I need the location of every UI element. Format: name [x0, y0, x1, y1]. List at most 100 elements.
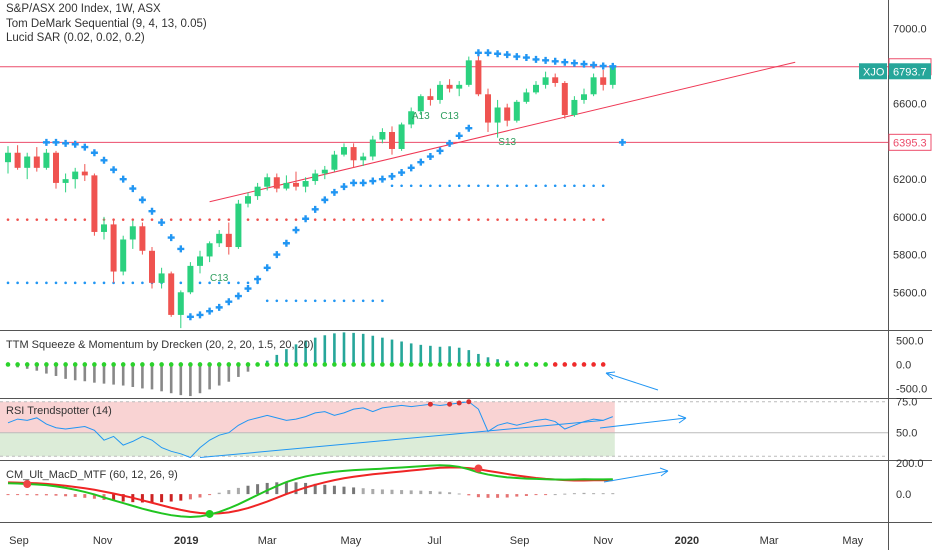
last-price-label: 6793.7 — [893, 66, 927, 78]
macd-histogram-bar — [208, 494, 212, 496]
dotted-level-point — [54, 281, 58, 285]
ttm-momentum-bar — [448, 346, 451, 365]
ttm-squeeze-dot — [188, 362, 193, 367]
macd-histogram-bar — [323, 484, 327, 495]
ttm-momentum-bar — [150, 364, 154, 390]
dotted-level-point — [400, 218, 403, 221]
dotted-level-point — [179, 281, 183, 285]
ttm-momentum-bar — [304, 340, 307, 365]
sar-cross — [522, 54, 530, 62]
sar-cross — [426, 153, 434, 161]
sar-cross — [388, 172, 396, 180]
macd-histogram-bar — [294, 482, 298, 495]
price-tick-label: 6200.0 — [893, 174, 927, 186]
dotted-level-point — [294, 218, 298, 221]
ttm-squeeze-dot — [44, 362, 49, 367]
sequential-annotation: C13 — [210, 273, 229, 284]
sar-cross — [503, 51, 511, 59]
ttm-momentum-bar — [73, 364, 77, 381]
sar-cross — [42, 138, 50, 146]
macd-histogram-bar — [188, 494, 192, 500]
dotted-level-point — [16, 281, 19, 285]
dotted-level-point — [102, 281, 106, 285]
ttm-squeeze-dot — [476, 362, 481, 367]
ttm-squeeze-dot — [504, 362, 510, 367]
time-tick-label: May — [842, 535, 863, 547]
legend-sequential[interactable]: Tom DeMark Sequential (9, 4, 13, 0.05) — [6, 17, 207, 30]
time-tick-label: Mar — [760, 535, 779, 547]
macd-histogram-bar — [92, 494, 96, 499]
ttm-momentum-bar — [189, 364, 192, 397]
sar-cross — [90, 149, 98, 157]
macd-histogram-bar — [544, 494, 548, 496]
candle-down — [110, 224, 117, 272]
candle-up — [62, 179, 69, 183]
ttm-squeeze-dot — [591, 362, 596, 367]
legend-symbol[interactable]: S&P/ASX 200 Index, 1W, ASX — [6, 3, 161, 15]
dotted-level-point — [208, 281, 211, 285]
dotted-level-point — [217, 218, 221, 221]
macd-histogram-bar — [496, 494, 500, 498]
ttm-tick-label: -500.0 — [896, 383, 927, 395]
macd-histogram-bar — [486, 494, 490, 498]
candle-down — [81, 171, 88, 176]
candle-up — [571, 99, 578, 116]
dotted-level-point — [73, 218, 77, 221]
ttm-momentum-bar — [285, 349, 288, 365]
ttm-squeeze-dot — [380, 362, 385, 367]
sar-cross — [196, 311, 204, 319]
dotted-level-point — [208, 218, 211, 221]
sar-cross — [167, 234, 175, 242]
dotted-level-point — [227, 281, 231, 285]
ttm-momentum-bar — [361, 333, 365, 365]
sar-cross — [81, 143, 89, 151]
macd-histogram-bar — [467, 494, 471, 496]
time-tick-label: Sep — [510, 535, 530, 547]
macd-histogram-bar — [217, 492, 221, 495]
dotted-level-point — [83, 281, 87, 285]
dotted-level-point — [285, 218, 288, 221]
sar-cross — [330, 188, 338, 196]
dotted-level-point — [496, 218, 499, 221]
legend-sar[interactable]: Lucid SAR (0.02, 0.02, 0.2) — [6, 32, 145, 44]
dotted-level-point — [573, 184, 576, 188]
rsi-trendline — [199, 419, 604, 459]
candle-down — [139, 226, 146, 251]
ttm-momentum-bar — [381, 337, 384, 365]
time-tick-label: May — [340, 535, 361, 547]
sar-cross — [206, 307, 214, 315]
sar-cross — [302, 215, 310, 223]
chart-legend: S&P/ASX 200 Index, 1W, ASX Tom DeMark Se… — [6, 2, 207, 46]
rsi-overbought-marker — [447, 401, 453, 407]
dotted-level-point — [265, 218, 269, 221]
sar-cross — [282, 239, 290, 247]
candle-down — [350, 147, 357, 161]
ttm-momentum-bar — [333, 333, 336, 365]
ttm-squeeze-dot — [341, 362, 347, 367]
candle-up — [312, 173, 319, 182]
dotted-level-point — [553, 218, 557, 221]
candle-down — [427, 96, 434, 100]
macd-tick-label: 0.0 — [896, 489, 911, 501]
sar-cross — [129, 185, 137, 193]
candle-up — [590, 77, 597, 95]
candle-up — [369, 139, 376, 157]
rsi-oversold-band — [0, 432, 615, 457]
rsi-annotation-arrow — [599, 414, 687, 429]
macd-histogram-bar — [592, 493, 596, 495]
dotted-level-point — [227, 218, 231, 221]
dotted-level-point — [83, 218, 87, 221]
dotted-level-point — [467, 218, 471, 221]
rsi-overbought-band — [0, 401, 615, 433]
dotted-level-point — [352, 299, 355, 303]
ttm-squeeze-dot — [533, 362, 539, 367]
candle-up — [206, 243, 213, 257]
dotted-level-point — [265, 299, 269, 303]
candle-up — [43, 152, 50, 168]
ttm-annotation-arrow — [605, 371, 659, 391]
ttm-squeeze-dot — [495, 362, 500, 367]
macd-histogram-bar — [524, 494, 528, 496]
macd-histogram-bar — [457, 493, 461, 495]
sequential-annotation: C13 — [440, 111, 459, 122]
ttm-momentum-bar — [45, 364, 48, 374]
